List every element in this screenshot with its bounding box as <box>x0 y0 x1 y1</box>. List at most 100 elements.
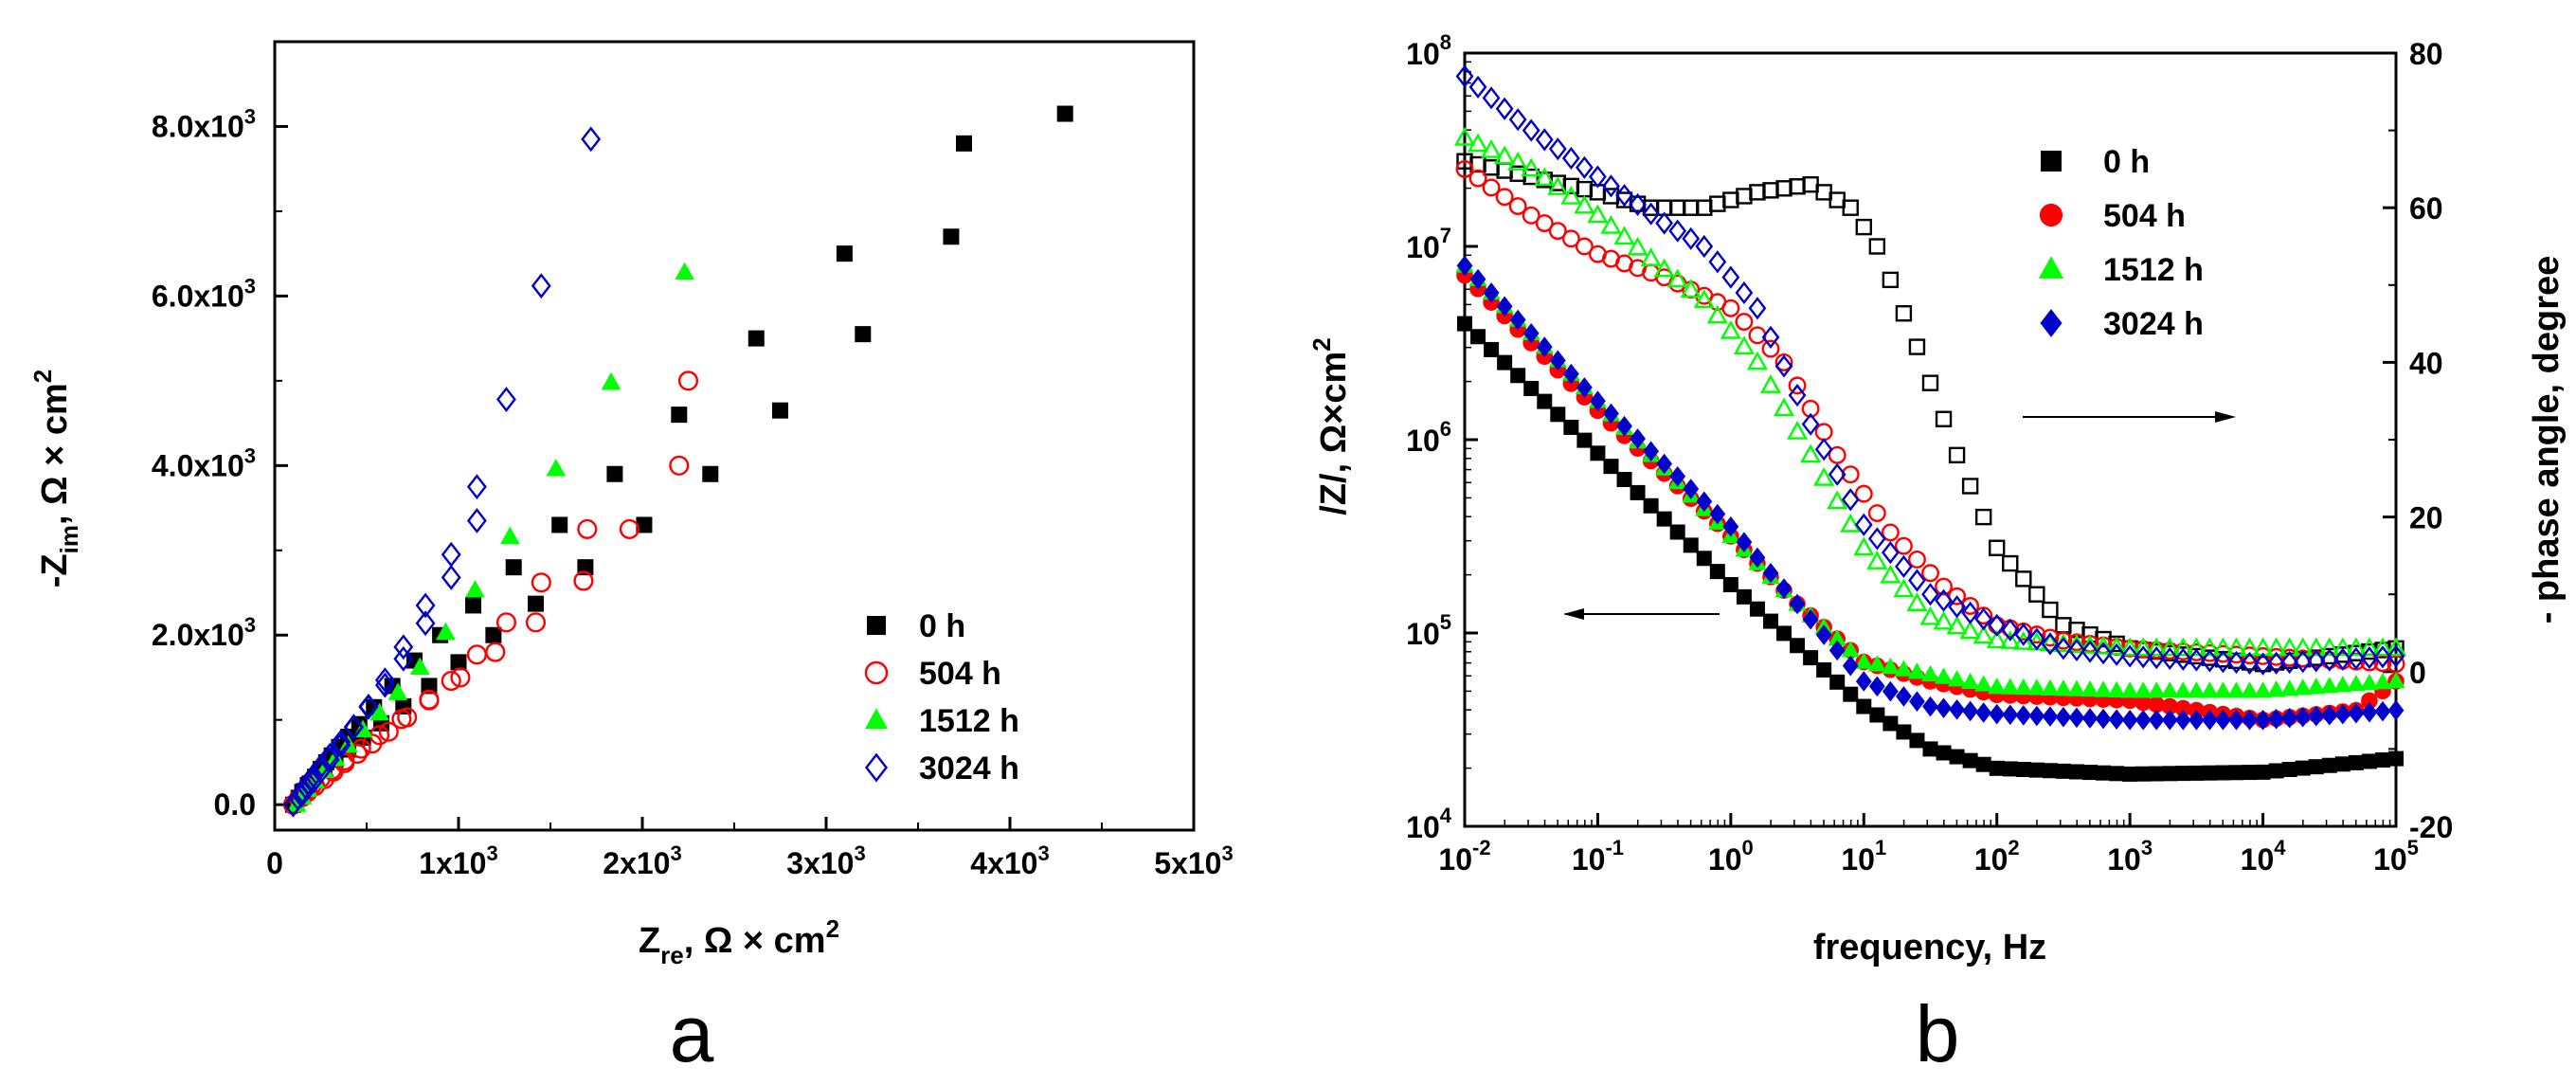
phase-point <box>1946 615 1968 635</box>
modulus-point <box>2240 681 2260 698</box>
phase-point <box>1801 399 1820 418</box>
phase-point <box>1841 465 1860 484</box>
modulus-point <box>1922 696 1938 717</box>
modulus-point <box>1816 661 1832 678</box>
phase-point <box>2027 627 2046 651</box>
modulus-point <box>2160 681 2179 698</box>
data-point <box>702 465 719 482</box>
phase-point <box>1508 197 1527 216</box>
modulus-point <box>1882 715 1899 732</box>
x-tick-label: 100 <box>1708 836 1754 877</box>
modulus-point <box>1867 655 1886 672</box>
phase-point <box>2280 650 2299 675</box>
modulus-point <box>1896 724 1912 740</box>
modulus-point <box>1590 390 1606 411</box>
modulus-point <box>2361 692 2378 710</box>
phase-point <box>1882 271 1900 289</box>
modulus-point <box>2281 762 2297 778</box>
modulus-point <box>2135 710 2152 731</box>
panel-a-legend: 0 h 504 h 1512 h 3024 h <box>864 608 1019 787</box>
phase-point <box>2254 647 2273 665</box>
y-left-tick-label: 107 <box>1406 224 1451 264</box>
phase-point <box>1735 313 1754 332</box>
phase-point <box>1986 629 2008 649</box>
phase-point <box>2385 637 2407 657</box>
modulus-point <box>2334 756 2351 772</box>
phase-point <box>1748 297 1767 320</box>
data-point <box>505 559 522 576</box>
modulus-point <box>2202 710 2218 731</box>
phase-point <box>1880 564 1901 584</box>
phase-point <box>1893 578 1915 598</box>
phase-point <box>2079 635 2101 654</box>
modulus-point <box>1523 380 1540 396</box>
phase-point <box>2173 647 2192 671</box>
phase-point <box>1453 126 1476 146</box>
phase-point <box>1589 165 1607 189</box>
data-point <box>956 135 972 152</box>
phase-point <box>1935 410 1953 427</box>
legend-marker <box>864 660 889 685</box>
legend-label: 1512 h <box>2103 252 2204 288</box>
phase-point <box>1495 97 1514 120</box>
y-tick-label: 0.0 <box>214 787 256 822</box>
phase-point <box>2387 655 2405 674</box>
data-point <box>485 642 506 662</box>
data-point <box>619 518 639 539</box>
phase-point <box>1895 554 1913 578</box>
modulus-point <box>1882 680 1899 702</box>
panel-b-legend: 0 h 504 h 1512 h 3024 h <box>2038 144 2204 342</box>
legend-marker <box>2038 256 2064 279</box>
y-left-tick-label: 104 <box>1406 804 1452 844</box>
data-point <box>669 455 690 476</box>
modulus-point <box>1775 578 1792 599</box>
legend-label: 0 h <box>2103 144 2150 180</box>
modulus-point <box>1576 432 1593 448</box>
modulus-point <box>1576 377 1593 398</box>
data-point <box>369 702 389 721</box>
phase-point <box>1895 305 1913 322</box>
phase-point <box>2002 554 2019 572</box>
x-tick-label: 104 <box>2241 836 2287 877</box>
phase-point <box>1561 146 1580 171</box>
phase-point <box>1921 374 1939 391</box>
modulus-point <box>2348 702 2365 724</box>
modulus-point <box>2002 704 2019 726</box>
arrow-right-head <box>2215 411 2236 423</box>
modulus-point <box>1549 350 1566 371</box>
modulus-point <box>2095 708 2112 730</box>
modulus-point <box>1736 588 1752 605</box>
legend-marker <box>2039 203 2063 227</box>
phase-point <box>1696 199 1713 216</box>
modulus-point <box>1789 593 1806 615</box>
modulus-point <box>1868 676 1885 697</box>
phase-point <box>2267 647 2286 666</box>
data-point <box>465 597 482 614</box>
modulus-point <box>1869 707 1885 723</box>
y-tick-label: 6.0x103 <box>152 274 256 313</box>
y-tick-label: 8.0x103 <box>152 104 256 143</box>
data-point <box>546 459 567 477</box>
y-tick-label: 4.0x103 <box>152 443 256 482</box>
modulus-point <box>2027 678 2046 696</box>
modulus-point <box>1722 577 1738 592</box>
phase-point <box>1867 504 1886 522</box>
modulus-point <box>2347 675 2366 692</box>
modulus-point <box>1709 564 1725 580</box>
phase-point <box>1613 226 1635 245</box>
data-point <box>393 634 414 660</box>
modulus-point <box>2042 763 2058 779</box>
modulus-point <box>1894 660 1914 677</box>
data-point <box>531 273 551 299</box>
phase-point <box>1761 325 1780 349</box>
phase-point <box>1708 250 1727 274</box>
phase-point <box>1587 204 1609 224</box>
modulus-point <box>1669 465 1686 487</box>
phase-point <box>2146 637 2168 657</box>
phase-point <box>1788 376 1807 395</box>
modulus-point <box>2042 706 2059 727</box>
data-point <box>636 516 653 533</box>
modulus-point <box>1536 336 1553 357</box>
modulus-point <box>1683 479 1700 499</box>
